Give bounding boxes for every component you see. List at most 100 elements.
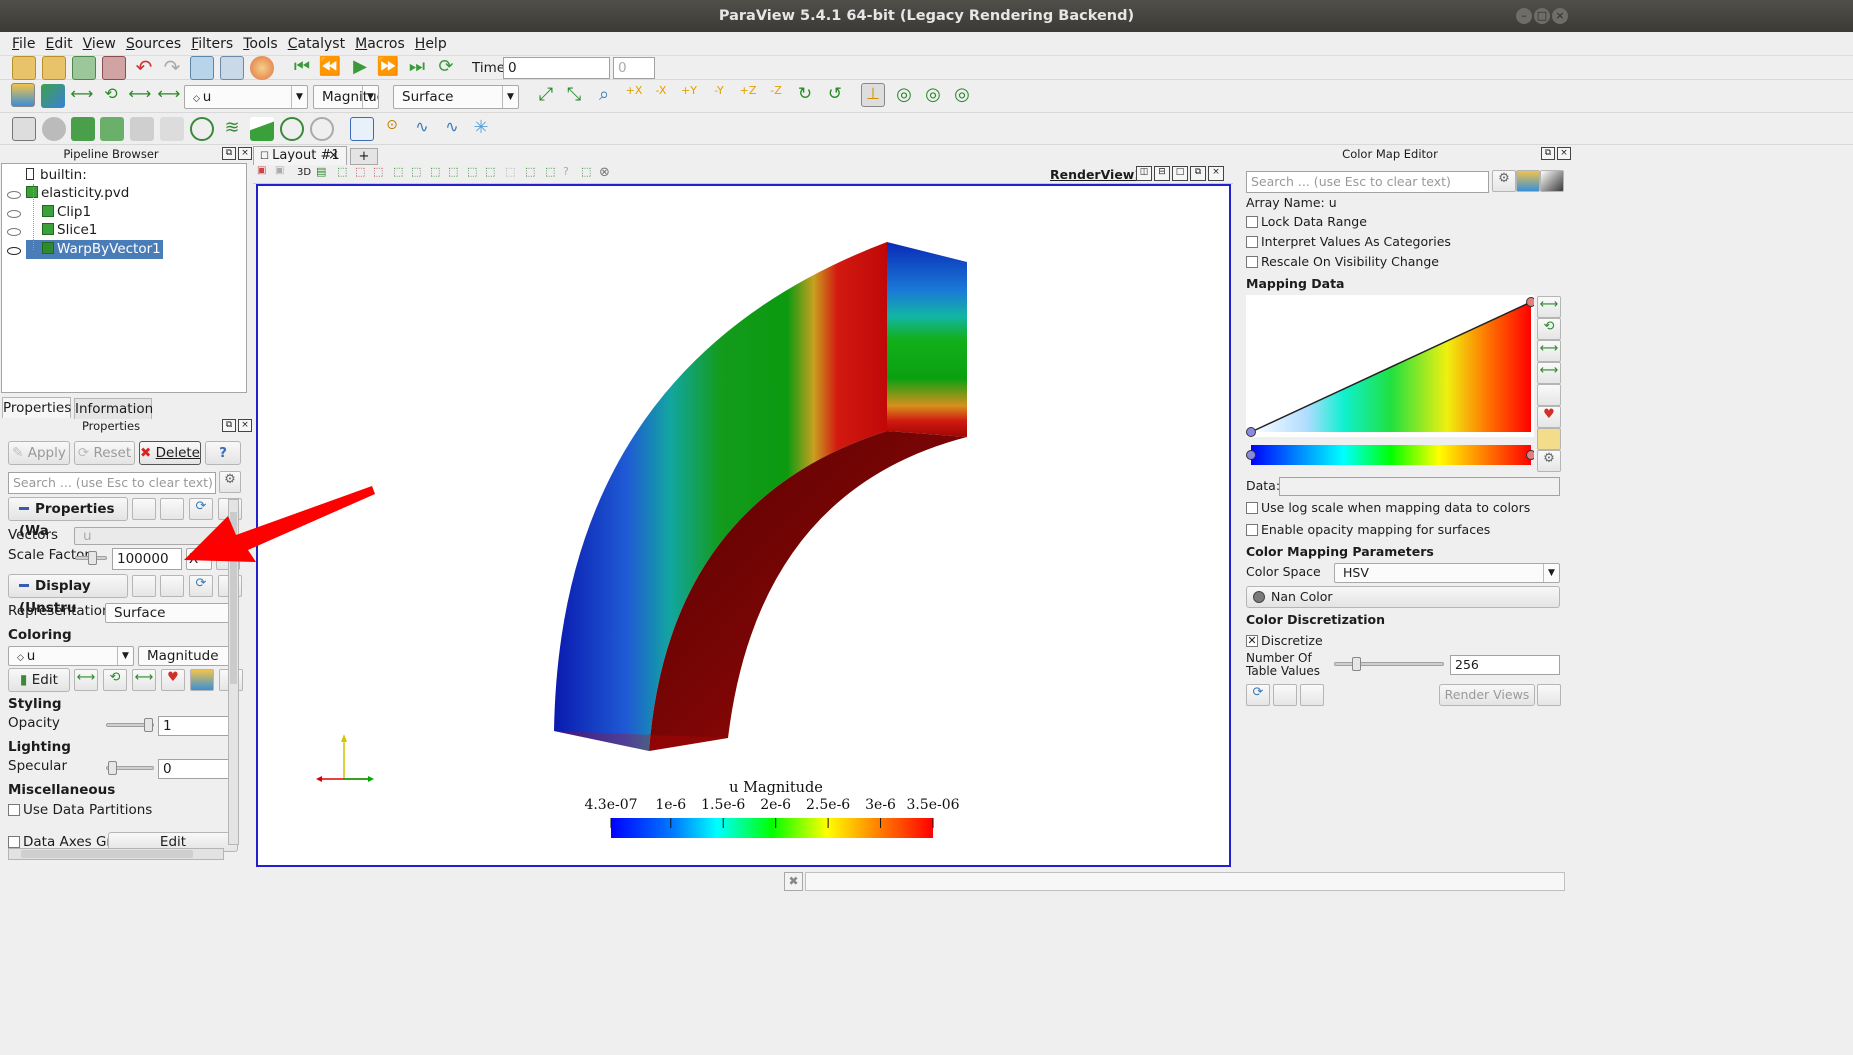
- discretize-checkbox[interactable]: ✕: [1246, 634, 1258, 647]
- opacity-control-point[interactable]: [1246, 427, 1256, 437]
- connect-icon[interactable]: [190, 56, 214, 80]
- tab-layout-1[interactable]: ☐ Layout #1 ×: [253, 146, 347, 165]
- color-space-select[interactable]: HSV ▼: [1334, 563, 1560, 583]
- coloring-component-select[interactable]: Magnitude: [138, 646, 234, 666]
- clear-selection-icon[interactable]: ⊗: [599, 165, 610, 180]
- loop-icon[interactable]: ⟳: [438, 56, 454, 77]
- select-points-on-icon[interactable]: ⬚: [355, 165, 366, 178]
- data-value-input[interactable]: [1279, 477, 1560, 496]
- plot-over-time-icon[interactable]: ∿: [445, 117, 459, 136]
- slice-icon[interactable]: [100, 117, 124, 141]
- tab-information[interactable]: Information: [74, 398, 153, 419]
- invert-transfer-icon[interactable]: [1537, 384, 1561, 406]
- float-icon[interactable]: ⧉: [222, 419, 236, 432]
- pipeline-item-clip1[interactable]: Clip1: [42, 203, 91, 222]
- help-button[interactable]: ?: [205, 441, 241, 465]
- interactive-select-points-icon[interactable]: ⬚: [448, 165, 459, 178]
- coloring-array-select[interactable]: ◇ u ▼: [8, 646, 134, 666]
- table-values-slider[interactable]: [1334, 657, 1444, 671]
- grow-selection-icon[interactable]: ⬚: [505, 165, 516, 178]
- split-horizontal-icon[interactable]: ◫: [1136, 166, 1152, 181]
- vertical-scrollbar[interactable]: [228, 499, 239, 845]
- polygon-select-points-icon[interactable]: ⬚: [485, 165, 496, 178]
- menu-help[interactable]: Help: [414, 36, 447, 52]
- glyph-icon[interactable]: [190, 117, 214, 141]
- menu-filters[interactable]: Filters: [191, 36, 234, 52]
- pipeline-item-warpbyvector1[interactable]: WarpByVector1: [26, 240, 163, 259]
- opacity-control-point[interactable]: [1526, 297, 1535, 307]
- maximize-view-icon[interactable]: □: [1172, 166, 1188, 181]
- view-minus-x-icon[interactable]: -X: [655, 84, 667, 97]
- restore-defaults-icon[interactable]: [1300, 684, 1324, 706]
- slider-knob[interactable]: [108, 761, 117, 775]
- rescale-temporal-icon[interactable]: ⟷: [132, 669, 156, 691]
- save-state-icon[interactable]: [102, 56, 126, 80]
- reset-center-icon[interactable]: ◎: [925, 84, 941, 105]
- maximize-icon[interactable]: □: [1534, 8, 1550, 24]
- select-cells-on-icon[interactable]: ⬚: [337, 165, 348, 178]
- apply-button[interactable]: ✎ Apply: [8, 441, 70, 465]
- copy-icon[interactable]: [132, 575, 156, 597]
- slider-knob[interactable]: [144, 718, 153, 732]
- legend-properties-icon[interactable]: [1540, 170, 1564, 192]
- first-frame-icon[interactable]: ⏮: [293, 56, 311, 77]
- next-frame-icon[interactable]: ⏩: [376, 56, 400, 77]
- menu-catalyst[interactable]: Catalyst: [287, 36, 346, 52]
- hover-points-icon[interactable]: ⬚: [525, 165, 536, 178]
- previous-frame-icon[interactable]: ⏪: [318, 56, 342, 77]
- scale-factor-slider[interactable]: [75, 551, 107, 565]
- group-datasets-icon[interactable]: [280, 117, 304, 141]
- menu-tools[interactable]: Tools: [243, 36, 278, 52]
- tab-properties[interactable]: Properties: [2, 397, 71, 418]
- camera-undo-icon[interactable]: ▤: [316, 165, 327, 178]
- color-control-point[interactable]: [1526, 450, 1535, 460]
- specular-slider[interactable]: [106, 761, 154, 775]
- copy-icon[interactable]: [132, 498, 156, 520]
- save-preset-icon[interactable]: [1537, 428, 1561, 450]
- paste-icon[interactable]: [160, 575, 184, 597]
- rescale-visible-icon[interactable]: ⟷: [1537, 362, 1561, 384]
- color-component-select[interactable]: Magnitude▼: [313, 85, 379, 109]
- opacity-transfer-function-editor[interactable]: [1246, 295, 1534, 470]
- add-layout-button[interactable]: +: [350, 148, 378, 165]
- scrollbar-thumb[interactable]: [230, 512, 237, 684]
- colormap-search-input[interactable]: Search ... (use Esc to clear text): [1246, 171, 1489, 193]
- rescale-temporal-icon[interactable]: ⟷: [128, 84, 152, 103]
- rescale-data-range-icon[interactable]: ⟷: [1537, 296, 1561, 318]
- visibility-eye-icon[interactable]: [7, 247, 21, 255]
- delete-button[interactable]: ✖ Delete: [139, 441, 201, 465]
- play-icon[interactable]: ▶: [353, 56, 367, 77]
- open-file-icon[interactable]: [12, 56, 36, 80]
- rotate-minus-90-icon[interactable]: ↺: [827, 84, 843, 104]
- interpret-categories-checkbox[interactable]: [1246, 236, 1258, 248]
- extract-level-icon[interactable]: [310, 117, 334, 141]
- interactive-select-cells-icon[interactable]: ⬚: [430, 165, 441, 178]
- reset-camera-icon[interactable]: ⤢: [538, 84, 554, 105]
- rotate-plus-90-icon[interactable]: ↻: [797, 84, 813, 104]
- zoom-to-data-icon[interactable]: ⤡: [566, 84, 582, 105]
- palette-icon[interactable]: [250, 56, 274, 80]
- render-view-name[interactable]: RenderView1: [1050, 167, 1144, 182]
- color-control-point[interactable]: [1246, 450, 1256, 460]
- advanced-gear-icon[interactable]: ⚙: [219, 471, 241, 493]
- properties-search-input[interactable]: Search ... (use Esc to clear text): [8, 472, 216, 494]
- close-icon[interactable]: ×: [1557, 147, 1571, 160]
- clip-icon[interactable]: [71, 117, 95, 141]
- representation-select[interactable]: Surface ▼: [393, 85, 519, 109]
- recent-file-icon[interactable]: [42, 56, 66, 80]
- close-icon[interactable]: ×: [238, 147, 252, 160]
- visibility-eye-icon[interactable]: [7, 228, 21, 236]
- visibility-eye-icon[interactable]: [7, 210, 21, 218]
- visibility-eye-icon[interactable]: [7, 191, 21, 199]
- show-center-icon[interactable]: ◎: [896, 84, 912, 105]
- disconnect-icon[interactable]: [220, 56, 244, 80]
- view-minus-y-icon[interactable]: -Y: [714, 84, 724, 97]
- rescale-visibility-checkbox[interactable]: [1246, 256, 1258, 268]
- minimize-icon[interactable]: –: [1516, 8, 1532, 24]
- advanced-gear-icon[interactable]: ⚙: [1537, 450, 1561, 472]
- plot-selection-icon[interactable]: ⊙: [386, 117, 398, 133]
- render-view[interactable]: u Magnitude 4.3e-07 1e-6 1.5e-6 2e-6 2.5e-6 3…: [256, 184, 1231, 867]
- rescale-visible-icon[interactable]: ⟷: [157, 84, 181, 103]
- select-points-frustum-icon[interactable]: ⬚: [393, 165, 404, 178]
- reload-icon[interactable]: ⟳: [189, 498, 213, 520]
